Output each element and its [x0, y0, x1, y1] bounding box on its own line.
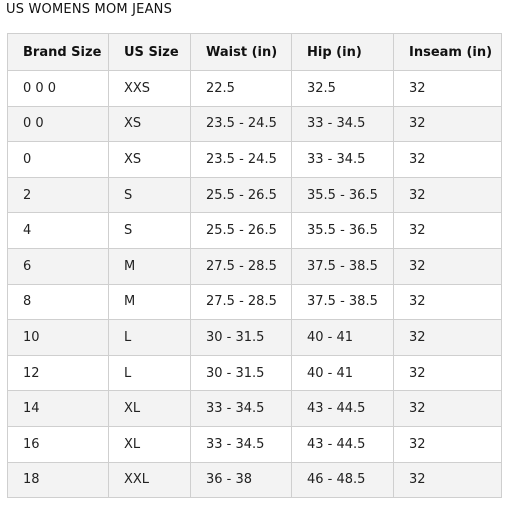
cell-inseam: 32	[393, 247, 502, 285]
cell-brand-size: 0	[7, 141, 109, 178]
cell-brand-size: 12	[7, 354, 109, 392]
table-row: 10 L 30 - 31.5 40 - 41 32	[7, 319, 502, 356]
cell-hip: 46 - 48.5	[291, 461, 394, 499]
cell-inseam: 32	[393, 212, 502, 249]
cell-waist: 25.5 - 26.5	[190, 176, 292, 214]
cell-inseam: 32	[393, 354, 502, 392]
cell-brand-size: 4	[7, 212, 109, 249]
cell-hip: 37.5 - 38.5	[291, 283, 394, 321]
cell-brand-size: 16	[7, 425, 109, 463]
cell-waist: 25.5 - 26.5	[190, 212, 292, 249]
table-row: 0 XS 23.5 - 24.5 33 - 34.5 32	[7, 141, 502, 178]
cell-waist: 27.5 - 28.5	[190, 247, 292, 285]
cell-waist: 22.5	[190, 70, 292, 107]
cell-brand-size: 0 0	[7, 105, 109, 143]
cell-waist: 27.5 - 28.5	[190, 283, 292, 321]
table-row: 0 0 0 XXS 22.5 32.5 32	[7, 70, 502, 107]
header-inseam: Inseam (in)	[393, 33, 502, 71]
cell-hip: 32.5	[291, 70, 394, 107]
header-hip: Hip (in)	[291, 33, 394, 71]
cell-brand-size: 18	[7, 461, 109, 499]
table-row: 14 XL 33 - 34.5 43 - 44.5 32	[7, 390, 502, 427]
cell-waist: 23.5 - 24.5	[190, 141, 292, 178]
cell-waist: 30 - 31.5	[190, 354, 292, 392]
cell-hip: 33 - 34.5	[291, 105, 394, 143]
cell-inseam: 32	[393, 390, 502, 427]
cell-hip: 43 - 44.5	[291, 425, 394, 463]
cell-inseam: 32	[393, 283, 502, 321]
table-row: 6 M 27.5 - 28.5 37.5 - 38.5 32	[7, 247, 502, 285]
cell-us-size: M	[108, 283, 191, 321]
cell-us-size: XL	[108, 390, 191, 427]
cell-inseam: 32	[393, 105, 502, 143]
cell-hip: 40 - 41	[291, 354, 394, 392]
cell-us-size: S	[108, 176, 191, 214]
cell-us-size: XS	[108, 105, 191, 143]
cell-waist: 30 - 31.5	[190, 319, 292, 356]
cell-inseam: 32	[393, 425, 502, 463]
cell-brand-size: 10	[7, 319, 109, 356]
cell-brand-size: 0 0 0	[7, 70, 109, 107]
cell-hip: 35.5 - 36.5	[291, 212, 394, 249]
cell-inseam: 32	[393, 461, 502, 499]
cell-waist: 33 - 34.5	[190, 390, 292, 427]
cell-waist: 36 - 38	[190, 461, 292, 499]
table-row: 2 S 25.5 - 26.5 35.5 - 36.5 32	[7, 176, 502, 214]
table-header-row: Brand Size US Size Waist (in) Hip (in) I…	[7, 33, 502, 71]
table-row: 0 0 XS 23.5 - 24.5 33 - 34.5 32	[7, 105, 502, 143]
table-row: 4 S 25.5 - 26.5 35.5 - 36.5 32	[7, 212, 502, 249]
header-waist: Waist (in)	[190, 33, 292, 71]
table-row: 12 L 30 - 31.5 40 - 41 32	[7, 354, 502, 392]
cell-inseam: 32	[393, 70, 502, 107]
cell-brand-size: 8	[7, 283, 109, 321]
cell-waist: 33 - 34.5	[190, 425, 292, 463]
cell-inseam: 32	[393, 319, 502, 356]
cell-waist: 23.5 - 24.5	[190, 105, 292, 143]
cell-brand-size: 2	[7, 176, 109, 214]
cell-us-size: XXS	[108, 70, 191, 107]
size-chart-table: Brand Size US Size Waist (in) Hip (in) I…	[7, 33, 502, 499]
cell-inseam: 32	[393, 141, 502, 178]
table-row: 18 XXL 36 - 38 46 - 48.5 32	[7, 461, 502, 499]
cell-us-size: L	[108, 319, 191, 356]
cell-hip: 35.5 - 36.5	[291, 176, 394, 214]
cell-hip: 37.5 - 38.5	[291, 247, 394, 285]
header-us-size: US Size	[108, 33, 191, 71]
cell-inseam: 32	[393, 176, 502, 214]
cell-us-size: XXL	[108, 461, 191, 499]
cell-us-size: M	[108, 247, 191, 285]
cell-brand-size: 14	[7, 390, 109, 427]
cell-hip: 43 - 44.5	[291, 390, 394, 427]
table-row: 16 XL 33 - 34.5 43 - 44.5 32	[7, 425, 502, 463]
cell-hip: 40 - 41	[291, 319, 394, 356]
header-brand-size: Brand Size	[7, 33, 109, 71]
cell-us-size: S	[108, 212, 191, 249]
cell-brand-size: 6	[7, 247, 109, 285]
table-row: 8 M 27.5 - 28.5 37.5 - 38.5 32	[7, 283, 502, 321]
cell-hip: 33 - 34.5	[291, 141, 394, 178]
cell-us-size: XS	[108, 141, 191, 178]
cell-us-size: L	[108, 354, 191, 392]
cell-us-size: XL	[108, 425, 191, 463]
size-chart-title: US WOMENS MOM JEANS	[6, 2, 173, 17]
